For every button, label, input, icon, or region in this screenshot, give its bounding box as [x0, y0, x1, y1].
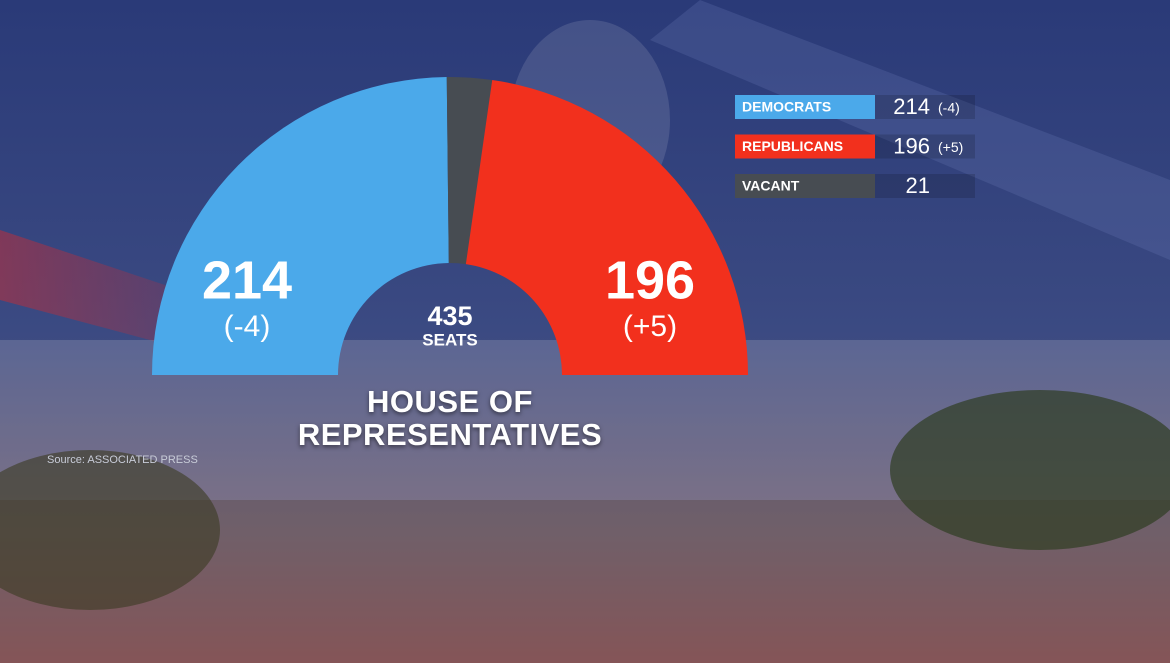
legend-label: DEMOCRATS	[742, 99, 831, 115]
legend-band	[875, 174, 975, 198]
segment-change: (+5)	[623, 310, 677, 343]
chart-title: HOUSE OF REPRESENTATIVES	[297, 384, 603, 452]
segment	[465, 80, 748, 375]
total-label: SEATS	[422, 330, 477, 349]
legend-value: 21	[906, 173, 930, 198]
legend-value: 214	[893, 94, 930, 119]
trees	[0, 450, 220, 610]
trees	[890, 390, 1170, 550]
legend: DEMOCRATS 214 (-4) VACANT 21 REPUBLICANS 196 (+…	[735, 94, 975, 198]
legend-swatch	[735, 95, 875, 119]
legend-change: (+5)	[938, 139, 963, 155]
legend-band	[875, 95, 975, 119]
legend-label: VACANT	[742, 178, 800, 194]
source: Source: ASSOCIATED PRESS	[47, 454, 198, 466]
legend-swatch	[735, 134, 875, 159]
segment-value: 196	[605, 250, 695, 310]
segment	[446, 77, 493, 265]
total-value: 435	[427, 301, 472, 331]
legend-swatch	[735, 174, 875, 198]
segment	[152, 77, 449, 375]
legend-value: 196	[893, 133, 930, 158]
legend-change: (-4)	[938, 100, 960, 116]
segment-value: 214	[202, 250, 292, 310]
segment-change: (-4)	[224, 310, 271, 343]
flag-stripe	[650, 0, 1170, 260]
donut: 214(-4) 196(+5)	[152, 77, 748, 375]
legend-band	[875, 134, 975, 159]
legend-label: REPUBLICANS	[742, 138, 843, 154]
